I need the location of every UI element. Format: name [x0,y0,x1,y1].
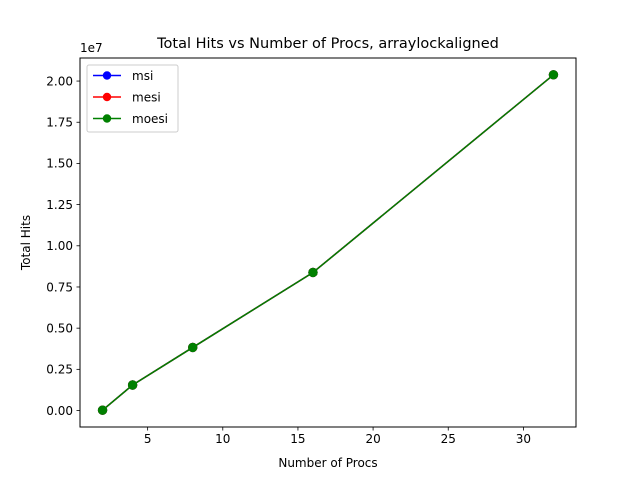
x-tick-label: 15 [290,432,305,446]
y-tick-label: 1.25 [46,198,73,212]
y-axis-label: Total Hits [19,215,33,271]
x-axis-label: Number of Procs [278,456,377,470]
series-layer [97,70,559,415]
legend-frame [86,64,179,133]
legend-marker-msi [102,71,112,80]
data-point-moesi [548,70,559,80]
x-tick-label: 30 [516,432,531,446]
y-tick-label: 0.75 [46,280,73,294]
series-moesi [97,70,559,415]
data-point-moesi [188,342,198,353]
legend-label-moesi: moesi [132,112,168,126]
legend-marker-mesi [102,92,112,102]
y-tick-label: 1.00 [46,239,73,253]
x-tick-label: 5 [144,432,152,446]
y-tick-label: 1.50 [46,157,73,171]
data-point-moesi [97,405,108,415]
y-offset-label: 1e7 [80,41,103,55]
x-axis: 5 10 15 20 25 30 [144,427,531,446]
data-point-moesi [308,267,318,278]
y-tick-label: 0.00 [46,404,73,418]
legend-label-mesi: mesi [132,90,161,104]
plot-frame [79,57,577,428]
x-tick-label: 10 [215,432,230,446]
legend: msi mesi moesi [86,64,179,133]
x-tick-label: 25 [441,432,456,446]
y-tick-label: 2.00 [46,74,73,88]
legend-marker-moesi [102,114,112,123]
legend-label-msi: msi [132,69,153,83]
data-point-moesi [127,380,138,390]
y-tick-label: 0.25 [46,363,73,377]
chart-title: Total Hits vs Number of Procs, arraylock… [156,36,499,52]
y-tick-label: 0.50 [46,321,73,335]
legend-items: msi mesi moesi [93,69,168,126]
x-tick-label: 20 [365,432,380,446]
y-axis: 0.00 0.25 0.50 0.75 1.00 1.25 1.50 1.75 2.00 [46,74,80,418]
y-tick-label: 1.75 [46,116,73,130]
